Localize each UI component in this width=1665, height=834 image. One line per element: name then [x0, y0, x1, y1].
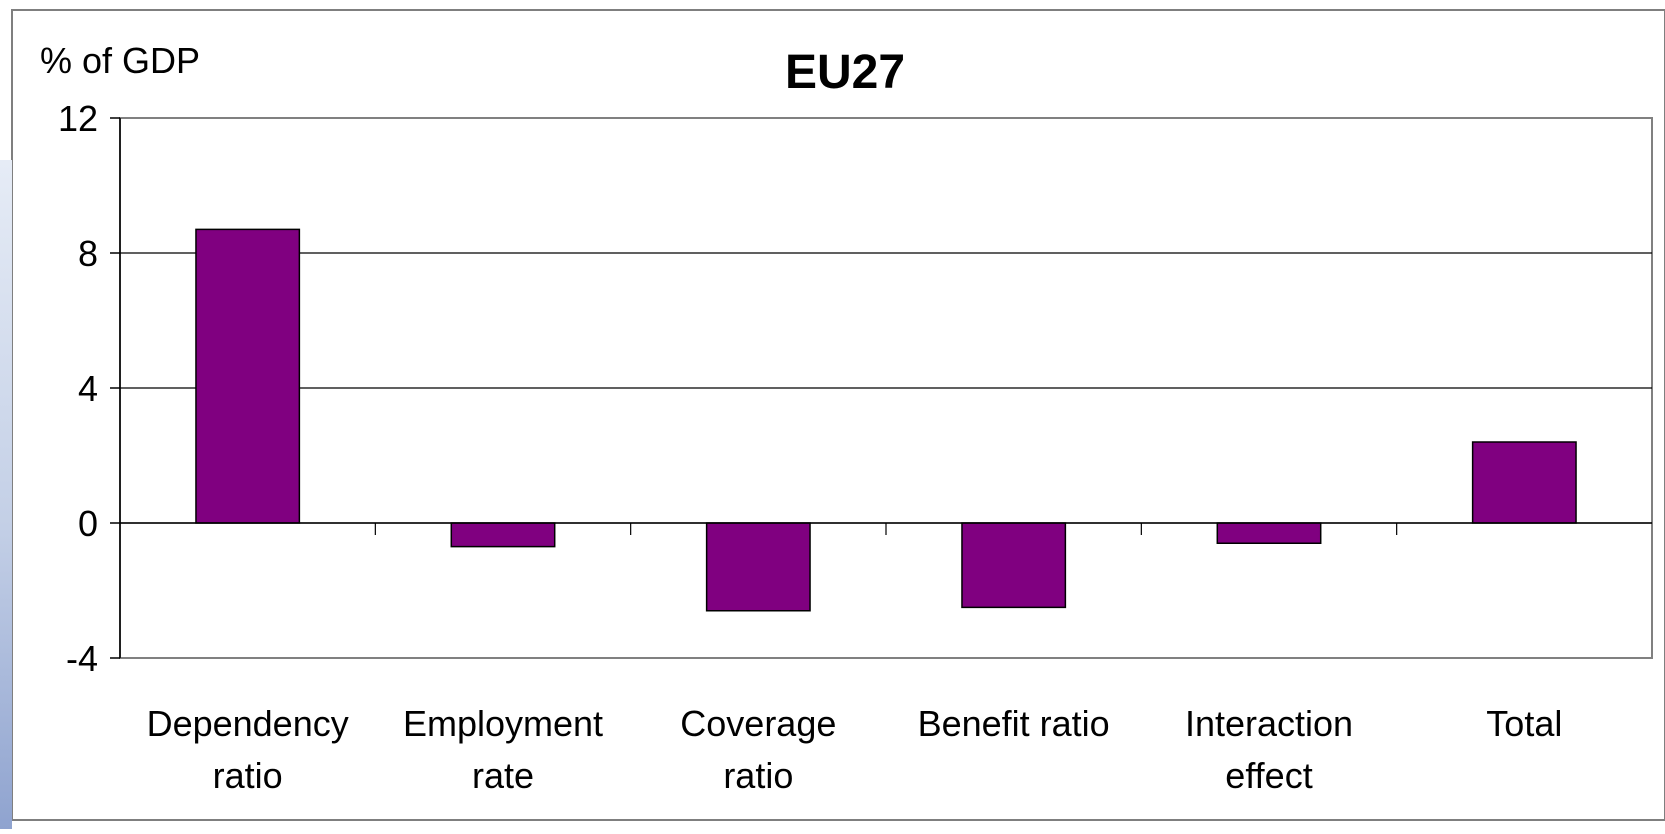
x-category-label-1-line-0: Employment — [403, 703, 603, 744]
bar-4 — [1216, 522, 1322, 544]
x-category-label-1-line-1: rate — [472, 755, 534, 796]
bar-3 — [961, 522, 1067, 609]
y-tick-label-3: 8 — [78, 233, 98, 274]
bar-5 — [1471, 441, 1577, 524]
bar-2 — [705, 522, 811, 612]
y-tick-label-1: 0 — [78, 503, 98, 544]
y-tick-label-2: 4 — [78, 368, 98, 409]
x-category-label-2-line-1: ratio — [723, 755, 793, 796]
bar-1 — [450, 522, 556, 548]
x-category-label-2-line-0: Coverage — [680, 703, 836, 744]
x-category-label-4-line-0: Interaction — [1185, 703, 1353, 744]
y-axis-unit-label: % of GDP — [40, 40, 200, 81]
x-category-label-5-line-0: Total — [1486, 703, 1562, 744]
chart-title: EU27 — [785, 46, 905, 99]
x-category-label-0-line-1: ratio — [213, 755, 283, 796]
x-category-label-4-line-1: effect — [1225, 755, 1312, 796]
bar-0 — [195, 228, 301, 524]
plot-area: -4 0 4 8 12 Dependency ratio Employment rate Cove… — [58, 98, 1653, 796]
left-decorative-strip — [0, 160, 12, 829]
x-category-label-3-line-0: Benefit ratio — [918, 703, 1110, 744]
y-tick-label-0: -4 — [66, 638, 98, 679]
x-category-label-0-line-0: Dependency — [147, 703, 349, 744]
y-tick-label-4: 12 — [58, 98, 98, 139]
